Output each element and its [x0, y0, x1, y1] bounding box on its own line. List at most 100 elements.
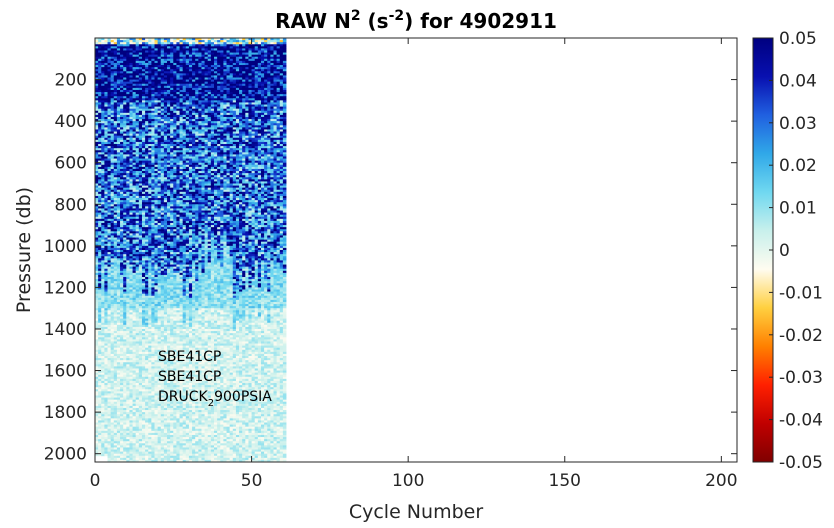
- heatmap-cell: [110, 131, 115, 135]
- heatmap-cell: [145, 459, 149, 463]
- heatmap-cell: [141, 395, 146, 398]
- heatmap-cell: [101, 250, 105, 253]
- heatmap-cell: [132, 318, 137, 322]
- heatmap-cell: [113, 193, 118, 197]
- heatmap-cell: [157, 204, 162, 207]
- heatmap-cell: [129, 114, 133, 118]
- heatmap-cell: [132, 285, 137, 288]
- heatmap-cell: [167, 102, 171, 105]
- heatmap-cell: [126, 187, 130, 191]
- heatmap-cell: [167, 383, 171, 386]
- heatmap-cell: [157, 451, 162, 455]
- heatmap-cell: [135, 158, 140, 162]
- heatmap-cell: [141, 387, 146, 390]
- heatmap-cell: [113, 162, 118, 166]
- heatmap-cell: [141, 216, 146, 220]
- heatmap-cell: [104, 67, 108, 70]
- heatmap-cell: [104, 162, 108, 166]
- heatmap-cell: [110, 414, 115, 417]
- heatmap-cell: [132, 185, 137, 189]
- heatmap-cell: [148, 44, 152, 47]
- heatmap-cell: [157, 424, 162, 428]
- heatmap-cell: [126, 366, 130, 369]
- heatmap-cell: [135, 69, 140, 72]
- heatmap-cell: [113, 322, 118, 326]
- heatmap-cell: [160, 449, 165, 453]
- heatmap-cell: [154, 426, 159, 430]
- heatmap-cell: [107, 214, 112, 218]
- heatmap-cell: [95, 362, 99, 365]
- heatmap-cell: [104, 233, 108, 236]
- heatmap-cell: [129, 387, 133, 390]
- heatmap-cell: [123, 459, 127, 463]
- heatmap-cell: [123, 129, 127, 132]
- heatmap-cell: [145, 301, 149, 305]
- heatmap-cell: [157, 222, 162, 226]
- heatmap-cell: [123, 237, 127, 241]
- heatmap-cell: [113, 437, 118, 440]
- heatmap-cell: [151, 214, 155, 218]
- heatmap-cell: [95, 339, 99, 342]
- heatmap-cell: [104, 414, 108, 417]
- heatmap-cell: [113, 125, 118, 128]
- heatmap-cell: [129, 297, 133, 301]
- heatmap-cell: [110, 125, 115, 128]
- heatmap-cell: [101, 237, 105, 241]
- heatmap-cell: [129, 424, 133, 428]
- heatmap-cell: [107, 42, 112, 45]
- heatmap-cell: [120, 231, 124, 234]
- heatmap-cell: [113, 164, 118, 168]
- heatmap-cell: [141, 106, 146, 110]
- heatmap-cell: [167, 106, 171, 110]
- heatmap-cell: [132, 266, 137, 270]
- heatmap-cell: [123, 293, 127, 297]
- heatmap-cell: [120, 191, 124, 195]
- heatmap-cell: [151, 304, 155, 307]
- heatmap-cell: [148, 177, 152, 180]
- heatmap-cell: [113, 385, 118, 388]
- heatmap-cell: [157, 137, 162, 141]
- heatmap-cell: [138, 320, 143, 324]
- heatmap-cell: [126, 316, 130, 319]
- heatmap-cell: [132, 245, 137, 249]
- heatmap-cell: [167, 202, 171, 205]
- heatmap-cell: [138, 237, 143, 241]
- heatmap-cell: [148, 156, 152, 159]
- heatmap-cell: [126, 81, 130, 85]
- heatmap-cell: [157, 403, 162, 407]
- heatmap-cell: [135, 420, 140, 423]
- heatmap-cell: [160, 89, 165, 93]
- heatmap-cell: [101, 339, 105, 342]
- heatmap-cell: [132, 393, 137, 396]
- heatmap-cell: [163, 380, 168, 384]
- heatmap-cell: [167, 114, 171, 118]
- heatmap-cell: [101, 310, 105, 313]
- heatmap-cell: [120, 410, 124, 413]
- heatmap-cell: [132, 387, 137, 390]
- heatmap-cell: [113, 453, 118, 457]
- heatmap-cell: [98, 418, 102, 421]
- heatmap-cell: [167, 333, 171, 336]
- heatmap-cell: [135, 252, 140, 255]
- heatmap-cell: [163, 368, 168, 371]
- heatmap-cell: [104, 198, 108, 201]
- heatmap-cell: [123, 372, 127, 376]
- heatmap-cell: [116, 204, 121, 207]
- heatmap-cell: [101, 210, 105, 213]
- heatmap-cell: [141, 171, 146, 174]
- heatmap-cell: [116, 299, 121, 303]
- heatmap-cell: [129, 277, 133, 280]
- heatmap-cell: [126, 420, 130, 423]
- heatmap-cell: [148, 92, 152, 95]
- heatmap-cell: [135, 401, 140, 405]
- heatmap-cell: [160, 38, 165, 41]
- heatmap-cell: [116, 60, 121, 64]
- heatmap-cell: [95, 407, 99, 411]
- heatmap-cell: [141, 235, 146, 238]
- heatmap-cell: [110, 218, 115, 222]
- heatmap-cell: [110, 187, 115, 191]
- heatmap-cell: [135, 304, 140, 307]
- heatmap-cell: [95, 291, 99, 295]
- heatmap-cell: [170, 110, 174, 114]
- heatmap-cell: [163, 168, 168, 172]
